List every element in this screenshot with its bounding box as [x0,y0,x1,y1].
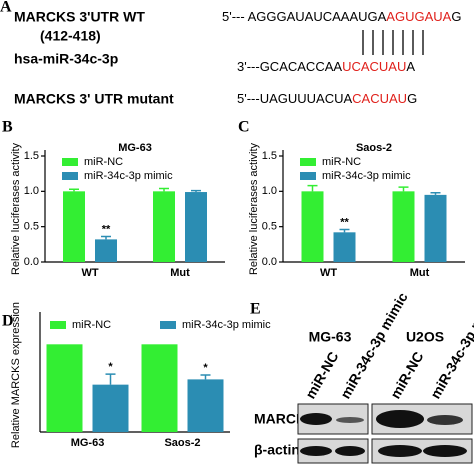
y-tick-label: 1.0 [24,185,39,197]
legend-swatch [50,321,66,329]
y-tick-label: 1.5 [262,150,277,162]
error-bar [200,374,211,380]
bar [333,232,356,262]
x-tick-label: WT [320,267,337,279]
y-tick-label: 0.5 [24,221,39,233]
y-tick-label: 0.0 [262,256,277,268]
band [335,446,365,456]
legend-label: miR-NC [84,156,123,168]
chart-title: Saos-2 [356,142,392,154]
legend-swatch [300,172,316,180]
panel-label: E [250,301,261,318]
band [336,417,364,423]
bar [46,344,83,432]
row-sublabel: (412-418) [40,28,101,44]
error-bar [101,235,111,240]
error-bar [191,189,201,193]
bar [392,191,415,262]
significance: ** [340,216,349,228]
seq-part: G [407,91,417,106]
bar [185,192,207,262]
significance: * [108,361,113,373]
seed: AGUGAUA [386,9,451,24]
legend-swatch [300,158,316,166]
lane-label: miR-34c-3p mimic [427,289,474,401]
y-tick-label: 0.5 [262,221,277,233]
panel-label: C [238,119,250,136]
seed: UCACUAU [342,59,406,74]
band [427,415,463,425]
seq-part: 5'---UAGUUUACUA [237,91,352,106]
legend-swatch [62,158,78,166]
seq-part: 3'---GCACACCAA [237,59,342,74]
bar [301,191,324,262]
row-label: MARCKS 3' UTR mutant [14,91,174,107]
sequence: 3'---GCACACCAAUCACUAUA [237,59,415,74]
sequence: 5'--- AGGGAUAUCAAAUGAAGUGAUAG [222,9,461,24]
legend-label: miR-34c-3p mimic [182,319,271,331]
y-tick-label: 1.5 [24,150,39,162]
panel-e: MG-63 U2OS miR-NC miR-34c-3p mimic miR-N… [254,289,474,464]
legend-swatch [62,172,78,180]
row-label: hsa-miR-34c-3p [14,51,118,67]
error-bar [430,191,441,195]
legend-label: miR-34c-3p mimic [322,170,411,182]
y-tick-label: 0.0 [24,256,39,268]
sequence: 5'---UAGUUUACUACACUAUG [237,91,417,106]
band [300,413,332,425]
error-bar [398,186,409,192]
panel-label: D [2,313,14,330]
error-bar [69,188,79,192]
bar [95,239,117,262]
error-bar [105,373,116,385]
legend-label: miR-NC [322,156,361,168]
band [378,445,422,457]
band [300,446,332,456]
bar [92,384,129,432]
panel-label: A [0,0,12,16]
lane-label: miR-NC [387,349,427,401]
chart-title: MG-63 [118,142,152,154]
seq-part: A [406,59,415,74]
pairing-lines [362,30,424,55]
legend-swatch [160,321,176,329]
seq-part: 5'--- AGGGAUAUCAAAUGA [222,9,387,24]
significance: * [203,362,208,374]
x-tick-label: Mut [410,267,430,279]
error-bar [159,187,169,192]
x-tick-label: Mut [170,267,190,279]
bar [187,379,224,432]
bar [424,194,447,262]
legend-label: miR-34c-3p mimic [84,170,173,182]
row-label: MARCKS 3'UTR WT [14,9,145,25]
y-axis-label: Relative luciferases activity [10,142,22,275]
error-bar [339,228,350,233]
panel-label: B [2,119,13,136]
x-tick-label: WT [81,267,98,279]
group-label: U2OS [406,329,444,345]
error-bar [307,184,318,192]
x-tick-label: Saos-2 [164,437,200,449]
band [376,410,424,428]
y-tick-label: 1.0 [262,185,277,197]
seed: CACUAU [352,91,407,106]
row-label: β-actin [254,442,300,458]
group-label: MG-63 [309,329,352,345]
x-tick-label: MG-63 [71,437,105,449]
bar [153,191,175,262]
band [423,445,467,457]
bar [63,191,85,262]
significance: ** [102,223,111,235]
bar [141,344,178,432]
seq-part: G [451,9,461,24]
lane-label: miR-NC [302,349,342,401]
y-axis-label: Relative MARCKS expression [10,302,22,448]
y-axis-label: Relative luciferases activity [248,142,260,275]
panel-a: MARCKS 3'UTR WT (412-418) hsa-miR-34c-3p… [14,9,461,107]
legend-label: miR-NC [72,319,111,331]
